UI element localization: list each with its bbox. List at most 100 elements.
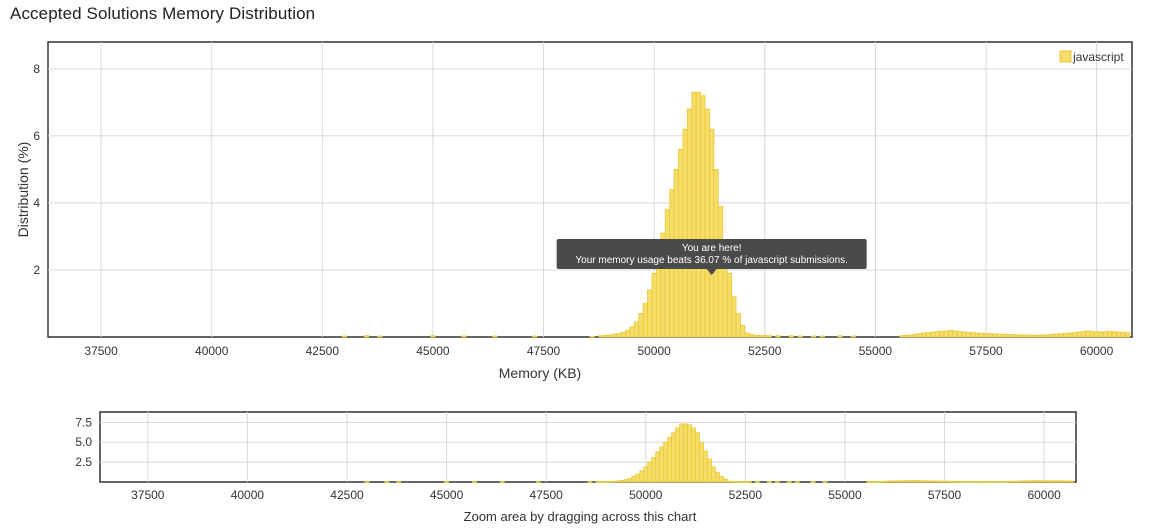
histogram-bar[interactable] xyxy=(748,333,755,338)
histogram-bar[interactable] xyxy=(1063,332,1069,338)
histogram-bar[interactable] xyxy=(819,335,825,338)
histogram-bar[interactable] xyxy=(461,335,467,338)
main-bars[interactable] xyxy=(341,91,1131,338)
histogram-bar[interactable] xyxy=(1040,334,1047,338)
histogram-bar[interactable] xyxy=(961,331,967,338)
histogram-bar[interactable] xyxy=(1023,334,1029,338)
histogram-bar[interactable] xyxy=(1089,330,1095,338)
histogram-bar[interactable] xyxy=(664,209,671,338)
histogram-bar[interactable] xyxy=(1049,333,1055,338)
histogram-bar[interactable] xyxy=(1093,331,1100,338)
histogram-bar[interactable] xyxy=(1080,331,1086,338)
histogram-bar[interactable] xyxy=(607,334,613,338)
histogram-bar[interactable] xyxy=(620,331,626,338)
histogram-bar[interactable] xyxy=(642,303,648,338)
histogram-bar[interactable] xyxy=(616,333,622,338)
histogram-bar[interactable] xyxy=(1036,334,1042,338)
histogram-bar[interactable] xyxy=(1009,334,1016,338)
legend-entry-javascript[interactable]: javascript xyxy=(1072,50,1124,64)
histogram-bar[interactable] xyxy=(647,289,653,338)
histogram-bar[interactable] xyxy=(837,335,843,338)
histogram-bar[interactable] xyxy=(1085,330,1091,338)
histogram-bar[interactable] xyxy=(939,330,945,338)
histogram-bar[interactable] xyxy=(731,296,737,338)
histogram-bar[interactable] xyxy=(1111,331,1117,338)
histogram-bar[interactable] xyxy=(1124,332,1131,338)
histogram-bar[interactable] xyxy=(651,272,657,338)
histogram-bar[interactable] xyxy=(766,335,772,338)
histogram-bar[interactable] xyxy=(1054,333,1060,338)
histogram-bar[interactable] xyxy=(1027,334,1033,338)
histogram-bar[interactable] xyxy=(1067,332,1073,338)
histogram-bar[interactable] xyxy=(629,326,635,338)
histogram-bar[interactable] xyxy=(709,128,715,338)
histogram-bar[interactable] xyxy=(987,333,994,338)
histogram-bar[interactable] xyxy=(611,333,617,338)
histogram-bar[interactable] xyxy=(1058,333,1064,338)
histogram-bar[interactable] xyxy=(624,329,631,338)
histogram-bar[interactable] xyxy=(788,335,794,338)
histogram-bar[interactable] xyxy=(1102,331,1109,338)
histogram-bar[interactable] xyxy=(1071,332,1078,338)
histogram-bar[interactable] xyxy=(908,334,914,338)
histogram-bar[interactable] xyxy=(974,332,980,338)
histogram-bar[interactable] xyxy=(686,108,693,338)
histogram-bar[interactable] xyxy=(682,128,688,338)
histogram-bar[interactable] xyxy=(810,335,817,338)
histogram-bar[interactable] xyxy=(925,332,932,338)
histogram-bar[interactable] xyxy=(377,335,383,338)
histogram-bar[interactable] xyxy=(532,335,538,338)
histogram-bar[interactable] xyxy=(1014,334,1020,338)
histogram-bar[interactable] xyxy=(775,335,781,338)
histogram-bar[interactable] xyxy=(921,332,927,338)
histogram-bar[interactable] xyxy=(930,331,936,338)
histogram-bar[interactable] xyxy=(589,335,595,338)
histogram-bar[interactable] xyxy=(430,335,436,338)
histogram-bar[interactable] xyxy=(978,332,985,338)
histogram-bar[interactable] xyxy=(341,335,348,338)
histogram-bar[interactable] xyxy=(956,331,963,338)
histogram-bar[interactable] xyxy=(740,324,746,338)
histogram-bar[interactable] xyxy=(735,313,741,338)
histogram-bar[interactable] xyxy=(965,331,971,338)
histogram-bar[interactable] xyxy=(691,91,697,338)
histogram-bar[interactable] xyxy=(1018,334,1025,338)
histogram-bar[interactable] xyxy=(912,333,918,338)
histogram-bar[interactable] xyxy=(992,333,998,338)
histogram-bar[interactable] xyxy=(492,335,498,338)
histogram-bar[interactable] xyxy=(970,332,976,338)
histogram-bar[interactable] xyxy=(762,334,768,338)
histogram-bar[interactable] xyxy=(943,330,949,338)
histogram-bar[interactable] xyxy=(726,272,732,338)
histogram-bar[interactable] xyxy=(700,95,706,338)
histogram-bar[interactable] xyxy=(1120,331,1126,338)
histogram-bar[interactable] xyxy=(1045,334,1051,338)
histogram-bar[interactable] xyxy=(996,333,1002,338)
histogram-bar[interactable] xyxy=(717,205,724,338)
histogram-bar[interactable] xyxy=(638,313,644,338)
histogram-bar[interactable] xyxy=(952,330,958,338)
histogram-bar[interactable] xyxy=(704,108,710,338)
navigator-plot-area[interactable]: 37500 40000 42500 45000 47500 50000 52500 55000… xyxy=(75,411,1077,524)
histogram-bar[interactable] xyxy=(602,334,609,338)
histogram-bar[interactable] xyxy=(1005,333,1011,338)
histogram-bar[interactable] xyxy=(1076,331,1082,338)
histogram-bar[interactable] xyxy=(797,335,803,338)
main-plot-area[interactable]: 37500 40000 42500 45000 47500 50000 52500 55000… xyxy=(15,41,1133,381)
histogram-bar[interactable] xyxy=(1098,331,1104,338)
histogram-bar[interactable] xyxy=(850,335,856,338)
histogram-bar[interactable] xyxy=(633,321,640,338)
histogram-bar[interactable] xyxy=(695,91,702,338)
histogram-bar[interactable] xyxy=(744,332,750,338)
histogram-bar[interactable] xyxy=(934,331,940,338)
histogram-bar[interactable] xyxy=(903,334,909,338)
histogram-bar[interactable] xyxy=(947,329,954,338)
histogram-bar[interactable] xyxy=(1107,330,1113,338)
legend[interactable]: javascript xyxy=(1059,50,1124,64)
histogram-bar[interactable] xyxy=(1116,331,1122,338)
histogram-bar[interactable] xyxy=(917,333,923,338)
histogram-bar[interactable] xyxy=(598,335,604,338)
histogram-bar[interactable] xyxy=(757,334,763,338)
histogram-bar[interactable] xyxy=(1032,334,1038,338)
